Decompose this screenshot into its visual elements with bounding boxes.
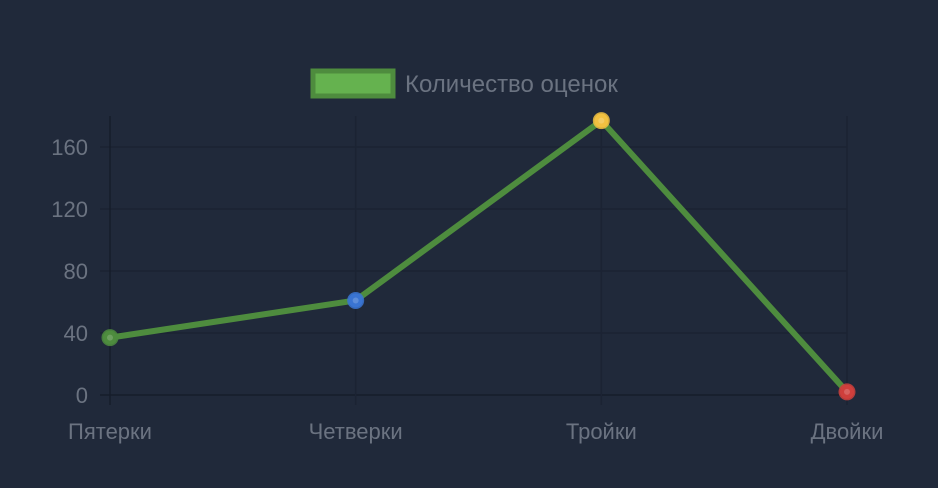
grid <box>100 116 848 405</box>
legend-swatch[interactable] <box>310 68 396 99</box>
data-point-highlight <box>844 388 850 395</box>
data-point[interactable] <box>592 112 610 130</box>
data-point[interactable] <box>347 291 365 309</box>
x-tick-label: Двойки <box>811 419 884 444</box>
y-tick-label: 0 <box>76 383 88 408</box>
series-line <box>107 117 850 395</box>
data-point[interactable] <box>101 329 119 347</box>
y-tick-label: 120 <box>51 197 88 222</box>
x-tick-label: Пятерки <box>68 419 152 444</box>
legend[interactable]: Количество оценок <box>310 68 618 99</box>
data-point[interactable] <box>838 383 856 401</box>
data-point-highlight <box>107 334 113 341</box>
x-tick-label: Тройки <box>566 419 637 444</box>
axes: 0 40 80 120 160 Пятерки Четверки Тройки Двойки <box>51 135 883 444</box>
y-tick-label: 80 <box>64 259 88 284</box>
y-tick-label: 160 <box>51 135 88 160</box>
legend-label[interactable]: Количество оценок <box>405 71 618 98</box>
data-point-highlight <box>598 117 605 124</box>
data-point-highlight <box>352 297 359 304</box>
series-layer <box>101 112 856 401</box>
x-tick-label: Четверки <box>309 419 403 444</box>
y-tick-label: 40 <box>64 321 88 346</box>
